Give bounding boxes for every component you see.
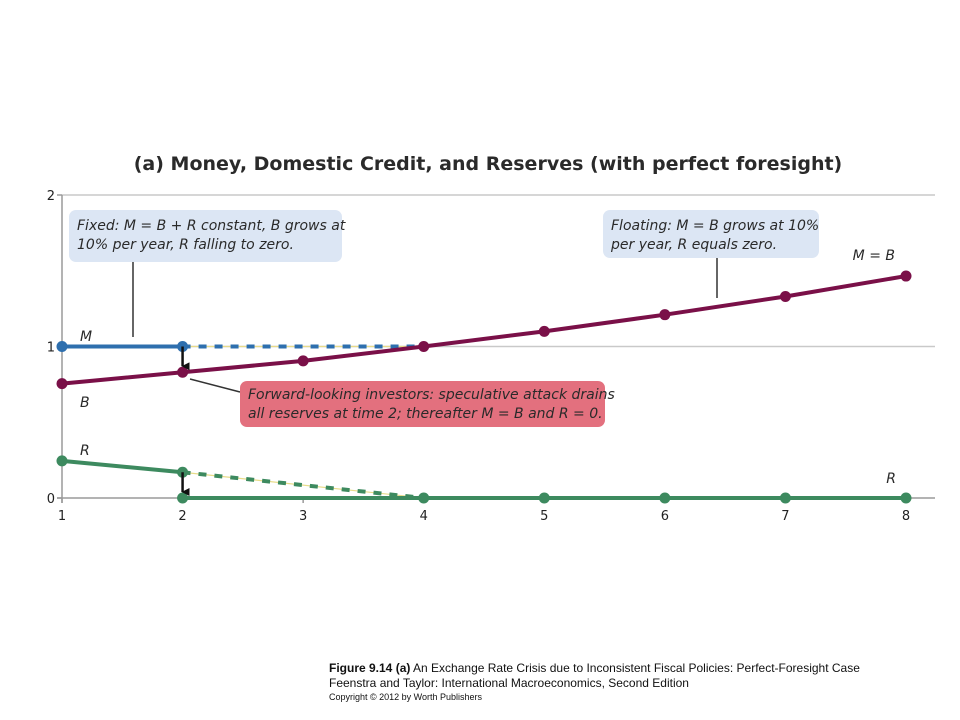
figure-caption: Figure 9.14 (a) An Exchange Rate Crisis … [329, 661, 949, 703]
fixed-regime-box-text: 10% per year, R falling to zero. [77, 237, 294, 253]
series-b-point [297, 355, 309, 367]
series-r-right-label: R [886, 471, 896, 487]
series-b-point [538, 325, 550, 337]
series-labels: M B M = B R R [80, 248, 896, 487]
series-r-line [61, 458, 183, 475]
callout-lines [132, 258, 718, 393]
y-tick-label: 2 [47, 189, 55, 204]
series-b-point [779, 291, 791, 303]
series-r-point [418, 492, 430, 504]
speculative-attack-box [240, 381, 605, 427]
series-r-point [538, 492, 550, 504]
series-mb-label: M = B [853, 248, 895, 264]
floating-regime-box [603, 210, 819, 258]
series-layer [56, 270, 912, 504]
fixed-regime-box-text: Fixed: M = B + R constant, B grows at [77, 218, 346, 234]
annotation-layer: Fixed: M = B + R constant, B grows at 10%… [69, 210, 819, 427]
x-tick-label: 2 [178, 509, 186, 524]
series-r-point [177, 492, 189, 504]
caption-line1: Figure 9.14 (a) An Exchange Rate Crisis … [329, 661, 949, 676]
caption-fig-label: Figure 9.14 (a) [329, 661, 411, 675]
attack-callout-leader [189, 378, 241, 393]
fixed-regime-box [69, 210, 342, 262]
series-b-point [418, 341, 430, 352]
series-r-point [900, 492, 912, 504]
chart-title: (a) Money, Domestic Credit, and Reserves… [134, 153, 843, 175]
series-b-line [61, 274, 907, 386]
series-b-point [900, 270, 912, 282]
series-b-point [659, 309, 671, 321]
series-b-point [177, 366, 189, 378]
x-tick-label: 7 [781, 509, 789, 524]
series-b-point [56, 378, 68, 390]
x-tick-label: 4 [420, 509, 428, 524]
x-tick-label: 3 [299, 509, 307, 524]
caption-fig-text: An Exchange Rate Crisis due to Inconsist… [410, 661, 860, 675]
y-tick-label: 0 [47, 492, 55, 507]
series-r-point [659, 492, 671, 504]
series-m-point [56, 341, 68, 352]
x-tick-label: 8 [902, 509, 910, 524]
series-r-label: R [80, 443, 90, 459]
x-tick-label: 5 [540, 509, 548, 524]
series-r-point [56, 455, 68, 467]
y-tick-label: 1 [47, 341, 55, 356]
x-tick-label: 6 [661, 509, 669, 524]
series-r-point [779, 492, 791, 504]
floating-regime-box-text: per year, R equals zero. [610, 237, 777, 253]
series-m-label: M [80, 329, 92, 345]
speculative-attack-box-text: all reserves at time 2; thereafter M = B… [248, 406, 603, 422]
series-b-label: B [80, 395, 90, 411]
caption-source: Feenstra and Taylor: International Macro… [329, 676, 689, 690]
floating-regime-box-text: Floating: M = B grows at 10% [611, 218, 819, 234]
x-tick-label: 1 [58, 509, 66, 524]
speculative-attack-box-text: Forward-looking investors: speculative a… [248, 387, 615, 403]
caption-copyright: Copyright © 2012 by Worth Publishers [329, 692, 483, 702]
series-r-guide [182, 471, 424, 499]
